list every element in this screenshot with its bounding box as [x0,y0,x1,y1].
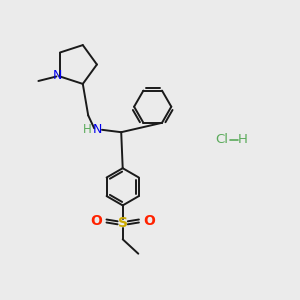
Text: H: H [238,133,247,146]
Text: S: S [118,216,128,230]
Text: O: O [90,214,102,228]
Text: N: N [53,69,62,82]
Text: N: N [92,123,102,136]
Text: O: O [143,214,155,228]
Text: Cl: Cl [215,133,229,146]
Text: H: H [82,123,91,136]
